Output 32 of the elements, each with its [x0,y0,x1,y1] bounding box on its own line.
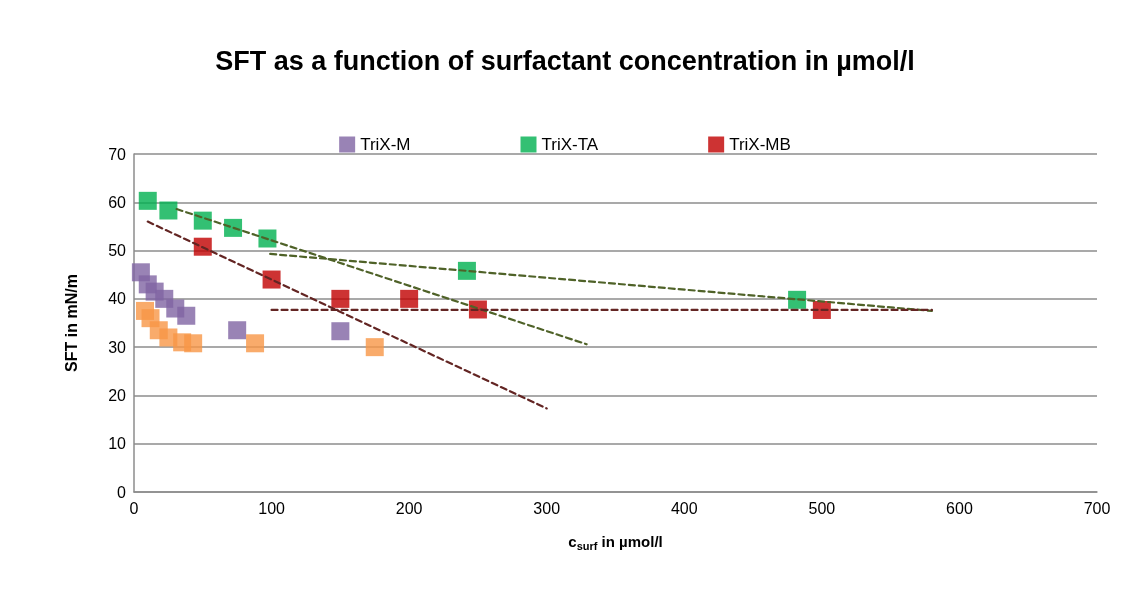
point [246,334,265,353]
y-axis-title: SFT in mN/m [62,274,80,372]
point [177,306,196,325]
x-tick-label: 400 [670,499,698,517]
point [365,338,384,357]
y-tick-label: 30 [108,338,127,356]
y-tick-label: 60 [108,193,127,211]
x-tick-label: 300 [533,499,561,517]
x-tick-label: 500 [808,499,836,517]
point [224,218,243,237]
x-tick-label: 200 [395,499,423,517]
chart-title: SFT as a function of surfactant concentration in µmol/l [215,45,915,76]
y-tick-label: 70 [108,145,127,163]
legend-label: TriX-MB [729,135,791,154]
legend-label: TriX-TA [541,135,599,154]
point [331,289,350,308]
x-tick-label: 0 [129,499,139,517]
point [400,289,419,308]
y-tick-label: 40 [108,290,127,308]
x-tick-label: 700 [1083,499,1111,517]
legend-label: TriX-M [360,135,411,154]
y-tick-label: 20 [108,386,127,404]
y-tick-label: 50 [108,242,127,260]
y-tick-label: 10 [108,435,127,453]
x-tick-label: 100 [258,499,286,517]
y-tick-label: 0 [117,483,127,501]
x-tick-label: 600 [946,499,973,517]
point [331,322,350,341]
point [184,334,203,353]
point [159,201,178,220]
point [138,191,157,210]
point [228,321,247,340]
